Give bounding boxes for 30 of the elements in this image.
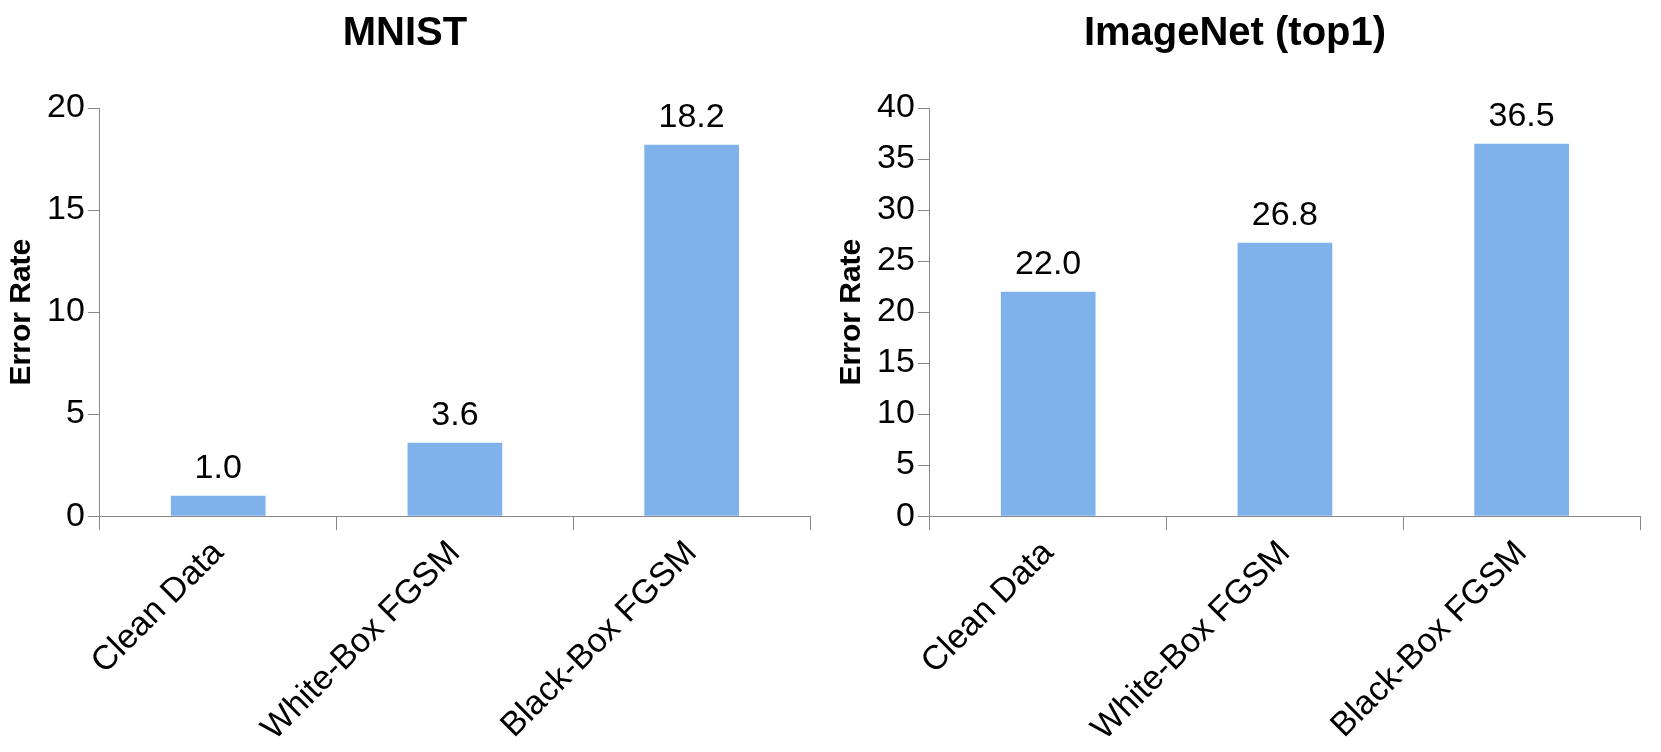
data-label: 22.0 bbox=[1015, 243, 1082, 282]
chart-title: MNIST bbox=[342, 9, 468, 54]
y-tick-label: 25 bbox=[876, 239, 915, 278]
bar bbox=[1237, 242, 1333, 516]
y-tick-label: 40 bbox=[876, 86, 915, 125]
y-tick-label: 5 bbox=[65, 392, 85, 431]
y-tick-label: 35 bbox=[876, 137, 915, 176]
data-label: 1.0 bbox=[194, 447, 242, 486]
y-tick-label: 20 bbox=[876, 290, 915, 329]
y-axis-title: Error Rate bbox=[833, 238, 867, 386]
y-tick-label: 10 bbox=[876, 392, 915, 431]
y-tick-label: 15 bbox=[46, 188, 85, 227]
data-label: 3.6 bbox=[431, 394, 479, 433]
y-axis-title: Error Rate bbox=[3, 238, 37, 386]
y-tick-label: 20 bbox=[46, 86, 85, 125]
data-label: 36.5 bbox=[1488, 95, 1555, 134]
bar bbox=[644, 144, 739, 516]
bar bbox=[170, 495, 266, 516]
chart-title: ImageNet (top1) bbox=[1083, 9, 1387, 54]
y-tick-label: 5 bbox=[895, 443, 915, 482]
y-tick-label: 0 bbox=[895, 494, 915, 533]
bar bbox=[1000, 291, 1096, 516]
bar bbox=[1474, 143, 1569, 516]
data-label: 26.8 bbox=[1251, 194, 1318, 233]
data-label: 18.2 bbox=[658, 96, 725, 135]
y-tick-label: 30 bbox=[876, 188, 915, 227]
y-tick-label: 10 bbox=[46, 290, 85, 329]
y-tick-label: 15 bbox=[876, 341, 915, 380]
y-tick-label: 0 bbox=[65, 494, 85, 533]
bar bbox=[407, 442, 503, 516]
